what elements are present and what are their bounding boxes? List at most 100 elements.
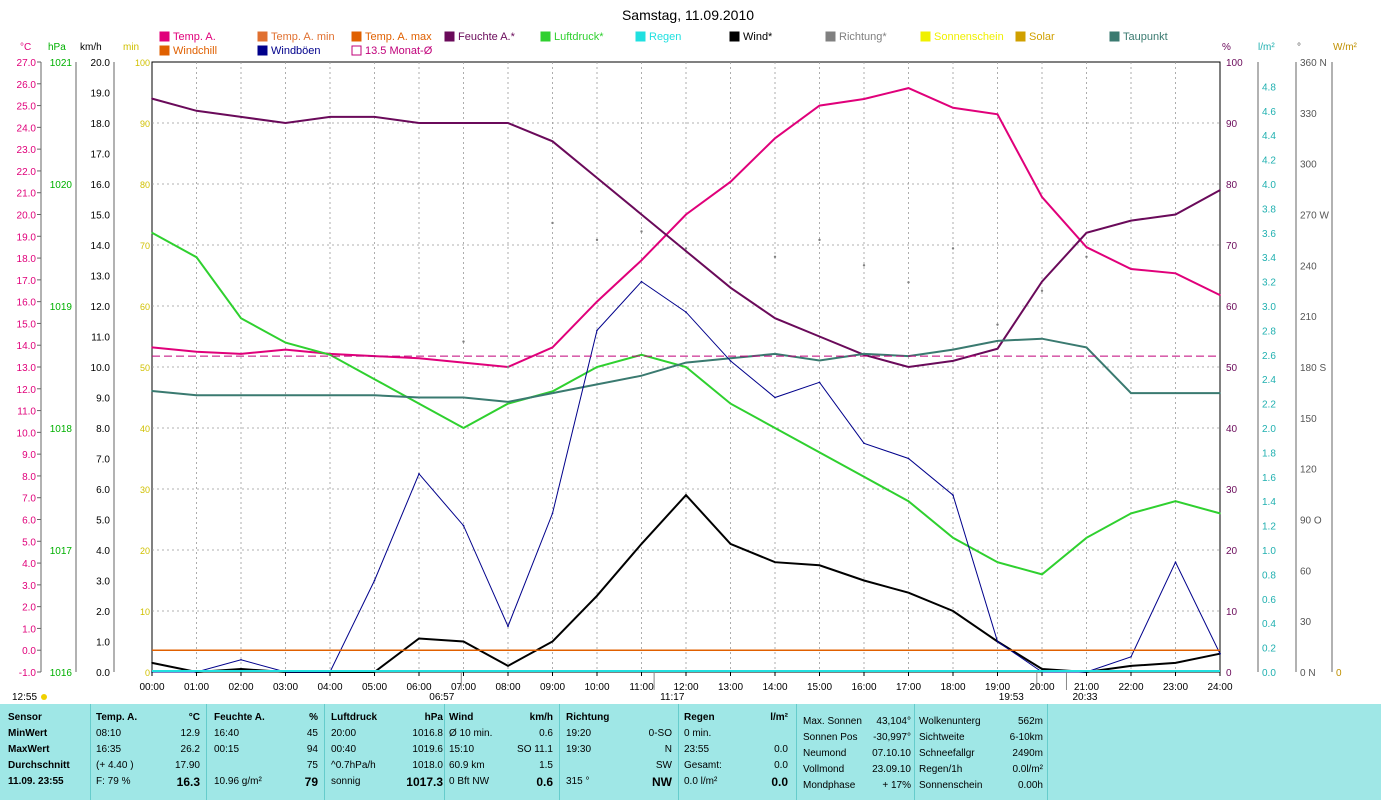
unit-hpa: hPa [48,42,66,53]
x-tick-label: 18:00 [940,682,965,693]
tick-temp: 12.0 [17,385,37,396]
series-point [640,354,643,356]
stats-row-wind: 60.9 km 1.5 [449,760,553,771]
unit-kmh: km/h [80,42,102,53]
stats-row-misc: Sichtweite 6-10km [919,732,1043,743]
series-point [818,335,821,338]
tick-rain: 2.2 [1262,400,1276,411]
series-point [240,659,242,661]
tick-deg: 210 [1300,312,1317,323]
tick-temp: 24.0 [17,123,37,134]
unit-solar: W/m² [1333,42,1358,53]
direction-point [1085,255,1088,259]
tick-kmh: 18.0 [91,119,111,130]
tick-kmh: 7.0 [96,455,110,466]
x-tick-label: 07:00 [451,682,476,693]
series-point [151,662,153,664]
tick-rain: 1.8 [1262,448,1276,459]
tick-min: 30 [140,485,150,495]
tick-deg: 330 [1300,109,1317,120]
direction-point [551,221,554,225]
tick-min: 10 [140,607,150,617]
tick-temp: 26.0 [17,80,37,91]
tick-rain: 3.4 [1262,253,1276,264]
stats-row-dir: 315 ° NW [566,775,672,789]
stats-header-wind: Wind km/h [449,712,553,723]
legend-swatch [159,45,170,56]
series-point [1174,272,1177,275]
tick-min: 80 [140,180,150,190]
tick-rain: 0.6 [1262,595,1276,606]
tick-temp: 1.0 [22,624,36,635]
series-point [729,181,732,183]
stats-row-wind: 15:10 SO 11.1 [449,744,553,755]
tick-rain: 1.6 [1262,473,1276,484]
tick-temp: 5.0 [22,537,36,548]
series-point [996,113,999,116]
series-point [551,392,554,394]
series-point [1130,268,1132,270]
series-point [907,87,910,89]
tick-temp: 19.0 [17,232,37,243]
axes: -1.0 0.0 1.0 2.0 3.0 4.0 5.0 6.0 7.0 8.0 9.0 10.0 11… [17,58,1342,679]
tick-rain: 1.0 [1262,546,1276,557]
unit-min: min [123,42,139,53]
stats-row-temp: 16:35 26.2 [96,744,200,755]
series-point [551,390,554,393]
series-point [284,341,287,344]
stats-row-rain: 0.0 l/m² 0.0 [684,775,788,789]
series-point [1174,662,1177,664]
legend-label: Windböen [271,45,321,57]
legend-label: Temp. A. max [365,31,432,43]
tick-kmh: 2.0 [96,607,110,618]
series-point [1219,652,1221,655]
series-point [640,259,643,262]
series-point [996,340,999,342]
series-point [1219,189,1221,191]
series-point [952,348,954,351]
tick-rain: 1.4 [1262,497,1276,508]
x-tick-label: 11:00 [629,682,654,693]
tick-temp: 17.0 [17,276,37,287]
legend-swatch [1109,31,1120,42]
series-point [907,457,910,460]
stats-row-rain: 23:55 0.0 [684,744,788,755]
series-point [1041,337,1043,340]
stats-row-dir: SW [655,760,672,771]
tick-kmh: 17.0 [91,150,111,161]
series-point [907,591,910,594]
tick-deg: 360 N [1300,58,1327,69]
x-tick-label: 00:00 [139,682,164,693]
tick-rain: 4.0 [1262,180,1276,191]
series-point [462,524,465,527]
tick-rain: 0.8 [1262,570,1276,581]
stats-row-press: 20:00 1016.8 [331,728,443,739]
tick-rain: 3.6 [1262,229,1276,240]
tick-temp: 10.0 [17,428,37,439]
series-point [373,378,376,381]
tick-min: 40 [140,424,150,434]
legend-swatch [257,45,268,56]
x-tick-label: 12:00 [673,682,698,693]
tick-pct: 20 [1226,546,1238,557]
series-point [195,110,198,112]
tick-deg: 90 O [1300,516,1322,527]
series-point [195,256,198,259]
series-point [284,122,287,124]
tick-kmh: 16.0 [91,180,111,191]
tick-temp: 3.0 [22,581,36,592]
series-point [1130,219,1132,222]
legend-label: Windchill [173,45,217,57]
direction-point [951,247,955,250]
unit-temp: °C [20,42,31,53]
series [151,87,1221,674]
series-point [1219,294,1221,296]
stats-label-min: MinWert [8,728,48,739]
series-point [1041,196,1043,198]
legend-label: Feuchte A.* [458,31,516,43]
tick-deg: 300 [1300,160,1317,171]
series-point [818,451,821,454]
direction-point [729,281,732,284]
tick-pct: 90 [1226,119,1238,130]
stats-row-dir: 19:20 0-SO [566,728,672,739]
